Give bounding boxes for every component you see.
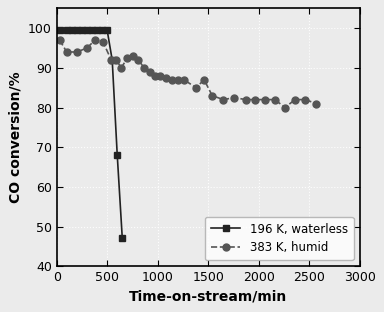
383 K, humid [262, 98, 267, 101]
196 K, waterless [70, 28, 74, 32]
X-axis label: Time-on-stream/min: Time-on-stream/min [129, 290, 287, 304]
Line: 383 K, humid: 383 K, humid [56, 37, 320, 111]
383 K, humid [93, 38, 97, 42]
196 K, waterless [57, 28, 62, 32]
196 K, waterless [100, 28, 104, 32]
383 K, humid [252, 98, 257, 101]
383 K, humid [243, 98, 248, 101]
383 K, humid [175, 78, 180, 82]
383 K, humid [232, 96, 237, 100]
383 K, humid [101, 40, 105, 44]
383 K, humid [210, 94, 215, 98]
383 K, humid [114, 58, 119, 62]
383 K, humid [109, 58, 114, 62]
196 K, waterless [84, 28, 89, 32]
383 K, humid [169, 78, 174, 82]
Legend: 196 K, waterless, 383 K, humid: 196 K, waterless, 383 K, humid [205, 217, 354, 260]
383 K, humid [142, 66, 146, 70]
196 K, waterless [95, 28, 99, 32]
383 K, humid [65, 50, 69, 54]
383 K, humid [136, 58, 141, 62]
383 K, humid [303, 98, 308, 101]
383 K, humid [314, 102, 319, 105]
383 K, humid [164, 76, 168, 80]
383 K, humid [221, 98, 226, 101]
196 K, waterless [110, 58, 114, 62]
196 K, waterless [90, 28, 94, 32]
383 K, humid [84, 46, 89, 50]
196 K, waterless [79, 28, 84, 32]
196 K, waterless [120, 236, 124, 240]
383 K, humid [57, 38, 62, 42]
Y-axis label: CO conversion/%: CO conversion/% [8, 71, 22, 203]
383 K, humid [194, 86, 199, 90]
383 K, humid [283, 106, 287, 110]
196 K, waterless [74, 28, 79, 32]
383 K, humid [125, 56, 130, 60]
383 K, humid [182, 78, 186, 82]
383 K, humid [152, 74, 157, 78]
383 K, humid [293, 98, 297, 101]
383 K, humid [157, 74, 162, 78]
196 K, waterless [65, 28, 69, 32]
383 K, humid [119, 66, 124, 70]
Line: 196 K, waterless: 196 K, waterless [56, 27, 126, 242]
383 K, humid [273, 98, 277, 101]
196 K, waterless [105, 28, 109, 32]
196 K, waterless [115, 153, 119, 157]
383 K, humid [131, 54, 135, 58]
383 K, humid [147, 70, 152, 74]
383 K, humid [74, 50, 79, 54]
383 K, humid [202, 78, 207, 82]
